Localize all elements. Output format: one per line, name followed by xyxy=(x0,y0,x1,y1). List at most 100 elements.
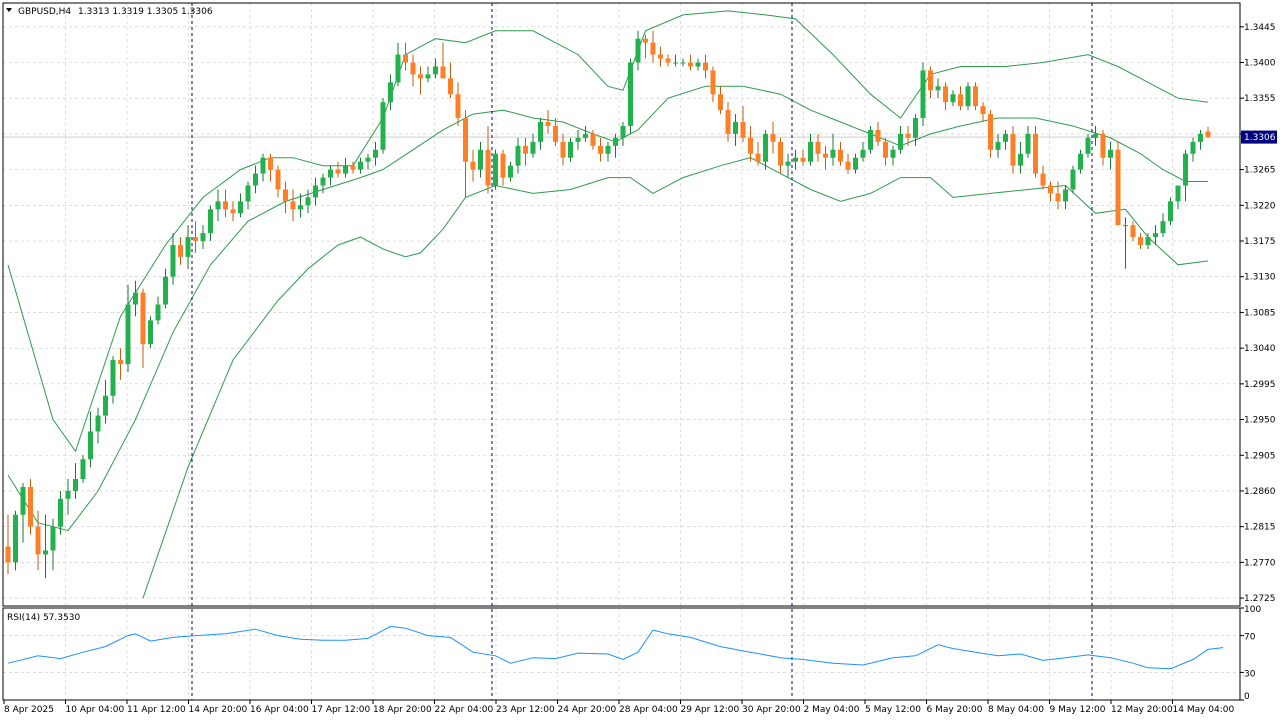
time-tick-label: 6 May 20:00 xyxy=(927,705,983,715)
candle xyxy=(73,463,78,499)
candle-body xyxy=(1183,153,1188,186)
chart-ohlc: 1.3313 1.3319 1.3305 1.3306 xyxy=(78,7,213,17)
candle-body xyxy=(58,498,63,527)
rsi-line xyxy=(7,625,1224,670)
candle-body xyxy=(290,201,296,210)
candle-body xyxy=(995,141,1001,150)
candle-body xyxy=(785,161,791,166)
candle xyxy=(980,102,986,123)
candle-body xyxy=(395,54,401,83)
candle-body xyxy=(1145,237,1151,245)
candle-body xyxy=(1078,153,1083,170)
candle xyxy=(913,114,918,146)
candle xyxy=(245,181,251,210)
candle xyxy=(433,58,438,79)
candle xyxy=(1025,125,1031,158)
candle xyxy=(898,125,903,154)
candle-body xyxy=(958,94,963,107)
rsi-frame xyxy=(2,607,1241,701)
candle-body xyxy=(193,237,198,242)
candle xyxy=(455,82,461,126)
candle-body xyxy=(200,233,206,242)
candle xyxy=(478,141,483,178)
candle-body xyxy=(73,479,78,491)
candle xyxy=(740,106,746,142)
candle-body xyxy=(1093,133,1098,138)
candle xyxy=(695,58,701,71)
candle-body xyxy=(35,526,41,555)
candle xyxy=(155,296,161,325)
candle xyxy=(103,379,108,424)
candle-body xyxy=(118,360,123,365)
candle xyxy=(808,133,813,166)
candle xyxy=(935,78,941,99)
candle xyxy=(28,479,33,535)
candle xyxy=(1160,213,1166,238)
candle-body xyxy=(1040,173,1046,186)
price-tick-label: 1.3130 xyxy=(1244,273,1276,283)
candle-body xyxy=(1123,225,1128,227)
candle xyxy=(635,30,641,71)
candle-body xyxy=(845,161,851,170)
candle-body xyxy=(973,86,978,107)
candle xyxy=(620,122,626,146)
candle-body xyxy=(725,110,731,134)
candle-body xyxy=(1025,133,1031,154)
candle-body xyxy=(830,149,836,158)
price-tick-label: 1.2725 xyxy=(1244,594,1276,604)
candle-body xyxy=(365,157,371,162)
candle-body xyxy=(1055,193,1061,202)
candle-body xyxy=(710,70,716,95)
candle-body xyxy=(253,173,258,186)
candle xyxy=(1130,221,1136,242)
candle-body xyxy=(260,157,266,174)
candle-body xyxy=(823,153,828,158)
candle-body xyxy=(950,94,956,103)
candle xyxy=(335,161,341,178)
candle-body xyxy=(1048,185,1053,194)
candle xyxy=(883,137,888,166)
candle xyxy=(530,133,536,158)
candle-body xyxy=(178,244,183,257)
candle-body xyxy=(1070,169,1076,190)
candle-body xyxy=(965,86,971,107)
candle-body xyxy=(95,415,101,432)
candle xyxy=(545,110,551,134)
candle xyxy=(298,193,303,218)
candle-body xyxy=(838,149,843,162)
candle-body xyxy=(665,58,671,63)
rsi-tick-label: 30 xyxy=(1244,669,1256,679)
candle xyxy=(320,173,326,194)
candle-body xyxy=(860,149,866,158)
candle-body xyxy=(170,244,176,277)
price-tick-label: 1.2815 xyxy=(1244,523,1276,533)
time-tick-label: 8 May 04:00 xyxy=(988,705,1044,715)
candle-body xyxy=(1085,137,1091,154)
candle xyxy=(305,189,311,214)
main-chart-frame xyxy=(2,2,1241,607)
candle xyxy=(125,284,131,372)
candle-body xyxy=(433,66,438,75)
candle-body xyxy=(733,122,738,134)
candle-body xyxy=(613,137,618,146)
symbol-dropdown-icon[interactable] xyxy=(6,8,12,12)
candle-body xyxy=(388,82,393,103)
grid xyxy=(3,3,1240,700)
candle-body xyxy=(1153,233,1158,238)
candle xyxy=(988,110,993,158)
candle-body xyxy=(1018,153,1023,166)
candle-body xyxy=(905,133,911,138)
candle xyxy=(1145,233,1151,249)
candle xyxy=(1040,165,1046,190)
candle xyxy=(973,82,978,111)
candle-body xyxy=(1160,221,1166,234)
candle xyxy=(193,221,198,253)
candle xyxy=(148,316,153,349)
candle-body xyxy=(125,304,131,365)
candle-body xyxy=(508,165,513,178)
candle xyxy=(358,157,363,174)
candle-body xyxy=(1003,133,1008,142)
